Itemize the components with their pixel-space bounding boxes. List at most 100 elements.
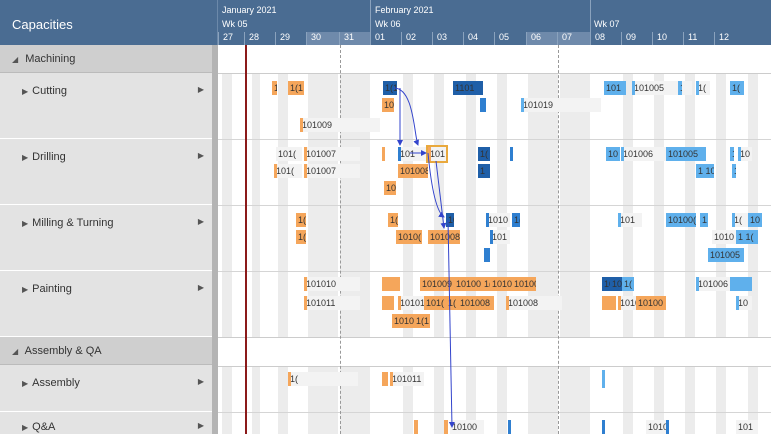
- task-bar[interactable]: 10100: [636, 296, 666, 310]
- task-bar[interactable]: 1 1(: [736, 230, 758, 244]
- task-bar[interactable]: 1: [732, 164, 736, 178]
- resource-row-milling-turning[interactable]: ▶ Milling & Turning ▶: [0, 205, 212, 271]
- task-bar[interactable]: 1: [272, 81, 277, 95]
- chevron-right-icon[interactable]: ▶: [197, 217, 204, 226]
- task-bar[interactable]: 101002: [512, 277, 536, 291]
- task-bar[interactable]: 101(: [276, 147, 302, 161]
- task-bar[interactable]: 101008: [506, 296, 562, 310]
- task-bar[interactable]: 1(1: [288, 81, 304, 95]
- task-bar[interactable]: 101005: [708, 248, 744, 262]
- task-bar[interactable]: 1(: [696, 81, 710, 95]
- task-bar[interactable]: 1: [730, 147, 734, 161]
- chevron-right-icon[interactable]: ▶: [197, 377, 204, 386]
- group-assembly-qa[interactable]: ◢ Assembly & QA: [0, 337, 218, 365]
- resource-row-assembly[interactable]: ▶ Assembly ▶: [0, 365, 212, 412]
- task-bar[interactable]: 101: [736, 420, 758, 434]
- task-bar[interactable]: 1(: [482, 277, 492, 291]
- task-bar[interactable]: 1(1: [414, 314, 430, 328]
- task-bar[interactable]: 10100: [450, 420, 484, 434]
- task-bar[interactable]: 101011: [398, 296, 428, 310]
- expand-icon[interactable]: ▶: [22, 219, 29, 228]
- task-bar[interactable]: 101011: [390, 372, 424, 386]
- chevron-right-icon[interactable]: ▶: [197, 85, 204, 94]
- group-label: Machining: [25, 53, 76, 65]
- day-cell: 03: [432, 32, 463, 45]
- task-bar[interactable]: 101006: [621, 147, 667, 161]
- task-bar[interactable]: 1010: [712, 230, 736, 244]
- task-bar[interactable]: 1(: [446, 296, 458, 310]
- expand-icon[interactable]: ▶: [22, 87, 29, 96]
- task-bar[interactable]: 101006: [696, 277, 730, 291]
- task-bar[interactable]: 101009: [420, 277, 456, 291]
- selected-task-bar[interactable]: 101: [426, 145, 448, 163]
- task-bar[interactable]: 10: [738, 147, 752, 161]
- task-bar[interactable]: 101: [490, 230, 510, 244]
- expand-icon[interactable]: ▶: [22, 153, 29, 162]
- task-bar[interactable]: 1(: [730, 81, 744, 95]
- task-bar[interactable]: 1(: [478, 147, 490, 161]
- task-bar[interactable]: 1 10: [696, 164, 714, 178]
- task-bar[interactable]: 10: [610, 277, 624, 291]
- task-bar[interactable]: 1(: [732, 213, 752, 227]
- task-bar[interactable]: 101: [618, 213, 642, 227]
- task-bar[interactable]: 101011: [304, 296, 360, 310]
- chevron-right-icon[interactable]: ▶: [197, 283, 204, 292]
- panel-scrollbar[interactable]: [212, 45, 218, 434]
- task-bar[interactable]: 1: [478, 164, 490, 178]
- task-bar[interactable]: 1(: [296, 230, 306, 244]
- task-bar[interactable]: 1(: [388, 213, 398, 227]
- task-bar[interactable]: 101007: [304, 164, 360, 178]
- task-bar[interactable]: 1: [678, 81, 682, 95]
- task-bar[interactable]: 101008: [398, 164, 428, 178]
- task-bar[interactable]: 101008: [458, 296, 494, 310]
- resource-row-cutting[interactable]: ▶ Cutting ▶: [0, 73, 212, 139]
- group-band: [218, 337, 771, 367]
- task-bar[interactable]: 101007: [304, 147, 360, 161]
- resource-row-painting[interactable]: ▶ Painting ▶: [0, 271, 212, 337]
- task-bar[interactable]: 1010: [392, 314, 414, 328]
- task-bar[interactable]: 10: [748, 213, 762, 227]
- expand-icon[interactable]: ▶: [22, 285, 29, 294]
- task-bar[interactable]: 101009: [300, 118, 380, 132]
- task-bar[interactable]: 10100: [454, 277, 482, 291]
- dependency-links: [393, 87, 455, 428]
- task-bar[interactable]: 10: [736, 296, 752, 310]
- task-bar[interactable]: 101: [398, 147, 428, 161]
- task-bar[interactable]: 101(: [424, 296, 446, 310]
- task-bar[interactable]: 10100(: [666, 213, 696, 227]
- task-bar[interactable]: 101(: [274, 164, 302, 178]
- task-bar[interactable]: 1010: [618, 296, 636, 310]
- resource-row-qa[interactable]: ▶ Q&A ▶: [0, 412, 212, 434]
- expand-icon[interactable]: ▶: [22, 423, 29, 432]
- task-bar[interactable]: 101019: [521, 98, 601, 112]
- task-bar[interactable]: 101008: [428, 230, 460, 244]
- task-bar[interactable]: 10: [382, 98, 394, 112]
- task-bar[interactable]: 10: [606, 147, 620, 161]
- resource-row-drilling[interactable]: ▶ Drilling ▶: [0, 139, 212, 205]
- task-bar[interactable]: 10: [602, 277, 612, 291]
- expanded-icon[interactable]: ◢: [12, 55, 19, 64]
- chevron-right-icon[interactable]: ▶: [197, 421, 204, 430]
- task-bar[interactable]: 101: [604, 81, 626, 95]
- task-bar[interactable]: 101005: [666, 147, 706, 161]
- task-bar[interactable]: 1010: [490, 277, 514, 291]
- chevron-right-icon[interactable]: ▶: [197, 151, 204, 160]
- task-bar[interactable]: 101010: [304, 277, 360, 291]
- group-machining[interactable]: ◢ Machining: [0, 45, 218, 73]
- task-bar[interactable]: 101005: [632, 81, 692, 95]
- expanded-icon[interactable]: ◢: [12, 347, 19, 356]
- expand-icon[interactable]: ▶: [22, 379, 29, 388]
- task-bar[interactable]: 1(1: [383, 81, 397, 95]
- task-bar[interactable]: 1(: [512, 213, 520, 227]
- task-bar[interactable]: 1010: [486, 213, 510, 227]
- task-bar[interactable]: 1010: [646, 420, 666, 434]
- task-bar[interactable]: 1101: [453, 81, 483, 95]
- timeline-grid[interactable]: 1 1(1 101009 1(1 10 1101 101019 101 1010…: [218, 45, 771, 434]
- task-bar[interactable]: 1: [700, 213, 708, 227]
- task-bar[interactable]: 1(: [622, 277, 634, 291]
- task-bar[interactable]: 1(: [296, 213, 306, 227]
- task-bar[interactable]: 1(: [288, 372, 358, 386]
- task-bar[interactable]: 10: [384, 181, 396, 195]
- task-bar[interactable]: 1010(: [396, 230, 422, 244]
- task-bar[interactable]: 101: [446, 213, 454, 227]
